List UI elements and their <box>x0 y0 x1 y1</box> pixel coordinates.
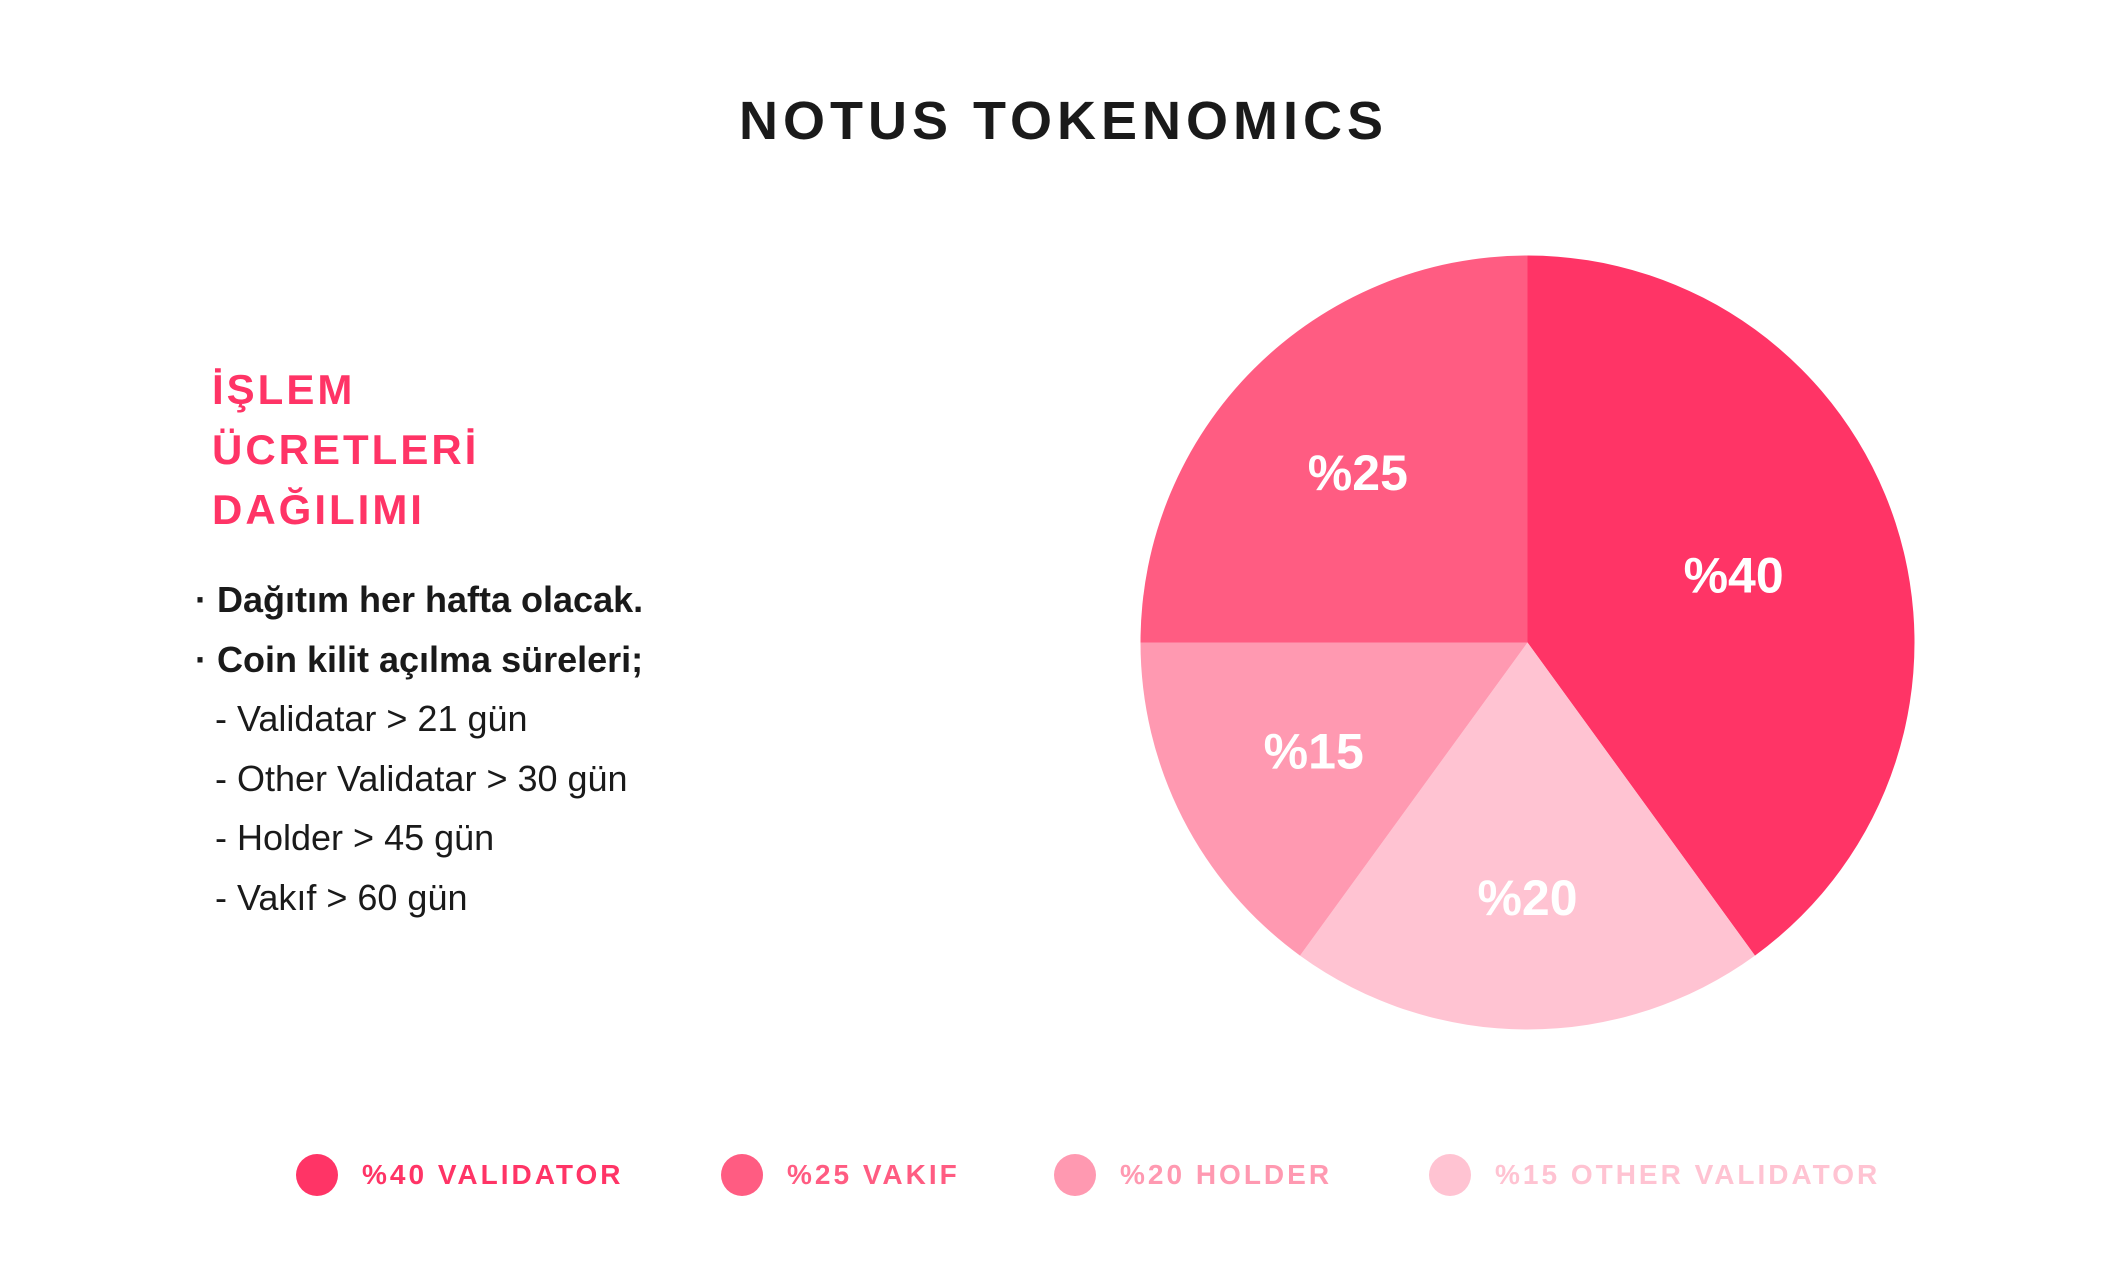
note-line: - Vakıf > 60 gün <box>215 876 468 918</box>
pie-slice-label: %20 <box>1477 870 1577 926</box>
pie-slice-vakif <box>1140 255 1528 643</box>
legend-swatch <box>296 1154 338 1196</box>
legend-label: %15 OTHER VALIDATOR <box>1495 1159 1881 1190</box>
notes-list: · Dağıtım her hafta olacak. · Coin kilit… <box>195 570 815 927</box>
pie-slice-label: %25 <box>1308 445 1408 501</box>
legend-item-validator: %40 VALIDATOR <box>296 1150 623 1200</box>
note-line: - Holder > 45 gün <box>215 817 495 858</box>
legend-swatch <box>1054 1154 1096 1196</box>
legend-swatch <box>721 1154 763 1196</box>
section-heading-line: ÜCRETLERİ <box>212 426 480 473</box>
legend-label: %20 HOLDER <box>1120 1159 1333 1190</box>
legend-item-other-validator: %15 OTHER VALIDATOR <box>1429 1150 1880 1200</box>
legend-item-holder: %20 HOLDER <box>1054 1150 1332 1200</box>
section-heading-line: DAĞILIMI <box>212 486 425 533</box>
section-heading-line: İŞLEM <box>212 366 356 413</box>
note-line: - Other Validatar > 30 gün <box>215 757 628 799</box>
legend-label: %25 VAKIF <box>787 1159 960 1190</box>
pie-slice-label: %15 <box>1264 723 1364 779</box>
note-line: - Validatar > 21 gün <box>215 698 528 739</box>
pie-chart: %40 %20 %15 %25 <box>1140 255 1915 1030</box>
legend-label: %40 VALIDATOR <box>362 1159 624 1190</box>
note-line: · Dağıtım her hafta olacak. <box>195 579 644 620</box>
legend-item-vakif: %25 VAKIF <box>721 1150 960 1200</box>
note-line: · Coin kilit açılma süreleri; <box>195 638 644 680</box>
legend-swatch <box>1429 1154 1471 1196</box>
pie-slice-validator <box>1527 255 1915 956</box>
section-heading: İŞLEM ÜCRETLERİ DAĞILIMI <box>212 360 632 540</box>
pie-chart-svg: %40 %20 %15 %25 <box>1140 255 1915 1030</box>
page-title: NOTUS TOKENOMICS <box>738 91 1389 151</box>
pie-slice-other-validator <box>1140 642 1528 956</box>
pie-slice-holder <box>1300 642 1755 1030</box>
pie-slice-label: %40 <box>1684 548 1784 604</box>
legend: %40 VALIDATOR %25 VAKIF %20 HOLDER %15 O… <box>0 1150 2127 1200</box>
